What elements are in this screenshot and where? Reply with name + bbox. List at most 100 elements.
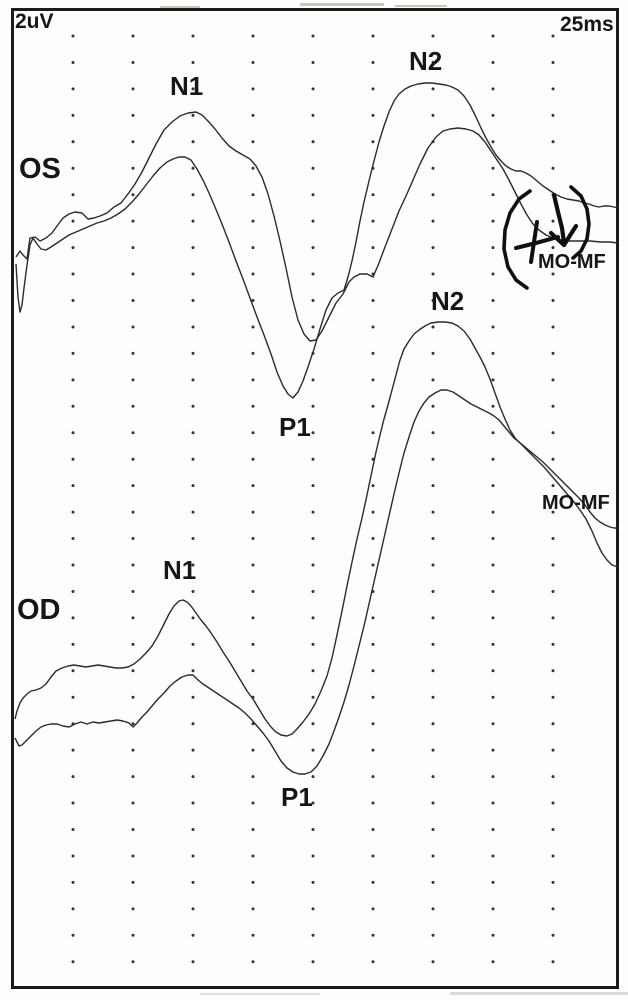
grid-dot: [131, 140, 135, 144]
grid-dot: [371, 775, 375, 779]
grid-dot: [311, 378, 315, 382]
grid-dot: [251, 589, 255, 593]
os-channel-label: MO-MF: [538, 251, 606, 273]
grid-dot: [551, 166, 555, 170]
grid-dot: [71, 748, 75, 752]
grid-dot: [131, 299, 135, 302]
grid-dot: [131, 880, 135, 884]
grid-dot: [131, 378, 135, 382]
grid-dot: [371, 219, 375, 223]
grid-dot: [311, 537, 315, 541]
grid-dot: [71, 510, 75, 514]
annotation-paren-left: [502, 189, 532, 290]
grid-dot: [311, 801, 315, 805]
grid-dot: [371, 325, 375, 329]
grid-dot: [71, 325, 75, 329]
grid-dot: [551, 219, 555, 223]
grid-dot: [431, 34, 435, 38]
grid-dot: [131, 484, 135, 488]
grid-dot: [251, 748, 255, 752]
grid-dot: [431, 589, 435, 593]
grid-dot: [191, 484, 195, 488]
grid-dot: [491, 828, 495, 831]
grid-dot: [251, 484, 255, 488]
grid-dot: [431, 484, 435, 488]
grid-dot: [131, 193, 135, 197]
grid-dot: [491, 484, 495, 488]
grid-dot: [371, 60, 375, 64]
grid-dot: [371, 960, 375, 964]
grid-dot: [431, 537, 435, 541]
scan-smudge: [300, 3, 384, 6]
grid-dot: [191, 854, 195, 858]
grid-dot: [311, 510, 315, 514]
grid-dot: [491, 166, 495, 170]
grid-dot: [71, 113, 75, 117]
grid-dot: [311, 722, 315, 726]
grid-dot: [371, 563, 375, 567]
grid-dot: [431, 933, 435, 937]
grid-dot: [491, 695, 495, 699]
grid-dot: [71, 669, 75, 673]
grid-dot: [71, 140, 75, 144]
grid-dot: [311, 87, 315, 91]
grid-dot: [371, 537, 375, 541]
grid-dot: [71, 642, 75, 646]
grid-dot: [71, 695, 75, 699]
grid-dot: [551, 695, 555, 699]
grid-dot: [371, 907, 375, 911]
annotation-arrow-barb-right: [561, 223, 579, 248]
grid-dot: [251, 325, 255, 329]
grid-dot: [191, 642, 195, 646]
grid-dot: [431, 457, 435, 461]
grid-dot: [431, 431, 435, 435]
grid-dot: [431, 616, 435, 620]
annotation-paren-right: [569, 185, 591, 260]
grid-dot: [251, 34, 255, 38]
grid-dot: [311, 589, 315, 593]
grid-dot: [491, 299, 495, 302]
grid-dot: [431, 272, 435, 276]
grid-dot: [191, 828, 195, 831]
grid-dot: [311, 166, 315, 170]
grid-dot: [491, 801, 495, 805]
grid-dot: [131, 960, 135, 964]
grid-dot: [71, 299, 75, 302]
grid-dot: [491, 457, 495, 461]
grid-dot: [371, 828, 375, 831]
scan-smudge: [450, 992, 628, 995]
grid-dot: [191, 299, 195, 302]
right-eye-label: OD: [17, 594, 61, 626]
grid-dot: [311, 219, 315, 223]
grid-dot: [191, 60, 195, 64]
grid-dot: [431, 87, 435, 91]
grid-dot: [311, 616, 315, 620]
grid-dot: [191, 34, 195, 38]
grid-dot: [251, 193, 255, 197]
grid-dot: [491, 775, 495, 779]
od-channel-label: MO-MF: [542, 492, 610, 514]
grid-dot: [311, 563, 315, 567]
grid-dot: [551, 828, 555, 831]
grid-dot: [431, 510, 435, 514]
grid-dot: [131, 351, 135, 355]
grid-dot: [131, 219, 135, 223]
grid-dot: [251, 113, 255, 117]
grid-dot: [131, 642, 135, 646]
grid-dot: [551, 34, 555, 38]
grid-dot: [71, 272, 75, 276]
grid-dot: [251, 960, 255, 964]
grid-dot: [431, 722, 435, 726]
grid-dot: [311, 193, 315, 197]
grid-dot: [191, 431, 195, 435]
grid-dot: [71, 616, 75, 620]
grid-dot: [311, 907, 315, 911]
annotation-arrow-barb-left: [548, 230, 567, 248]
grid-dot: [191, 378, 195, 382]
grid-dot: [491, 34, 495, 38]
grid-dot: [551, 246, 555, 250]
grid-dot: [371, 484, 375, 488]
grid-dot: [491, 880, 495, 884]
grid-dot: [551, 272, 555, 276]
